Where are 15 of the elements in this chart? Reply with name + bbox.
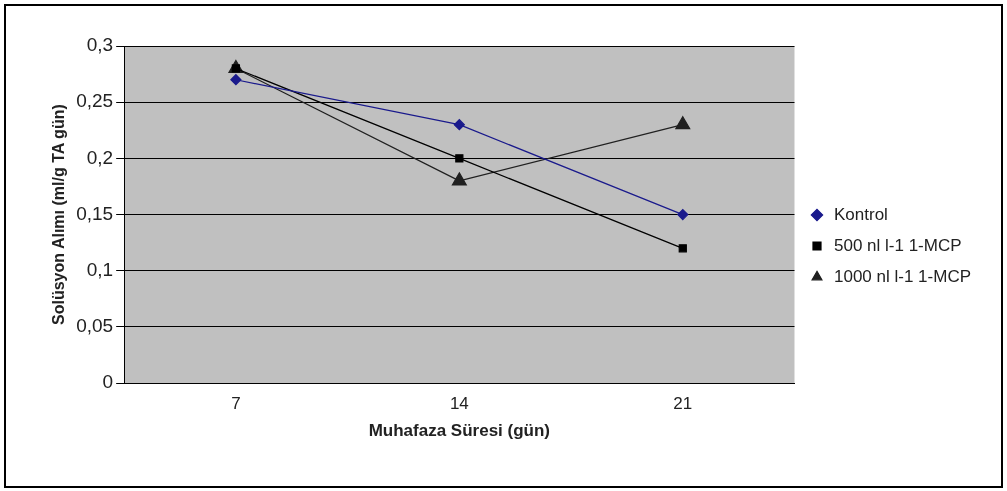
legend-label: 1000 nl l-1 1-MCP — [834, 266, 972, 286]
y-tick-label: 0,1 — [86, 259, 114, 281]
y-tick-label: 0 — [102, 371, 114, 393]
y-tick-label: 0,25 — [76, 90, 114, 112]
y-axis-title: Solüsyon Alımı (ml/g TA gün) — [50, 104, 68, 325]
y-tick-label: 0,3 — [86, 34, 114, 56]
x-tick-label: 21 — [673, 394, 693, 414]
legend-label: 500 nl l-1 1-MCP — [834, 235, 962, 255]
legend-label: Kontrol — [834, 204, 888, 224]
y-tick-label: 0,05 — [76, 315, 114, 337]
x-tick-label: 7 — [231, 394, 241, 414]
y-tick-label: 0,2 — [86, 146, 114, 168]
x-axis-title: Muhafaza Süresi (gün) — [368, 421, 551, 441]
x-tick-label: 14 — [449, 394, 469, 414]
y-tick-label: 0,15 — [76, 202, 114, 224]
